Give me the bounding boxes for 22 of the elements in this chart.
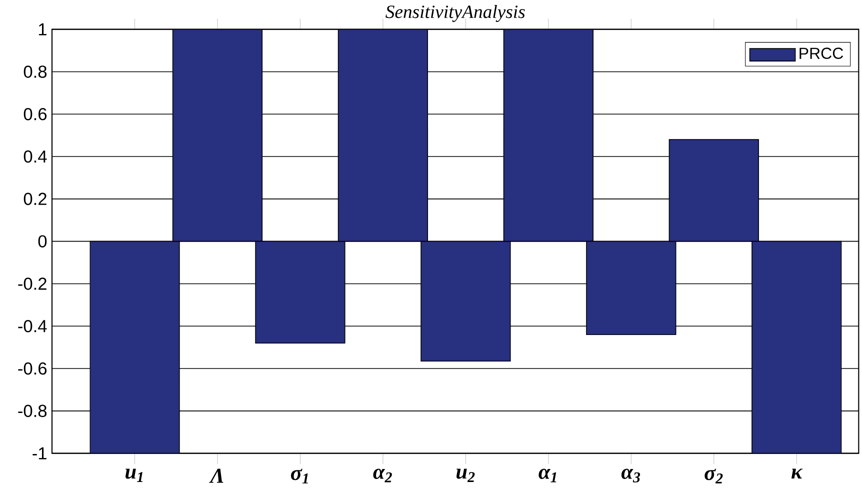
y-tick-label: 1 — [38, 23, 46, 36]
y-tick-label: -0.2 — [18, 278, 46, 290]
chart-title: SensitivityAnalysis — [386, 4, 525, 22]
y-tick-label: 0.8 — [24, 66, 47, 78]
y-tick-label: -0.6 — [18, 362, 47, 375]
x-tick-label: u$_{1}$ — [126, 468, 143, 482]
y-tick-label: -0.8 — [18, 404, 47, 418]
x-tick-label: α$_{1}$ — [538, 468, 556, 482]
y-tick-label: 0.4 — [24, 150, 47, 163]
x-tick-label: u$_{2}$ — [456, 468, 475, 482]
legend-label: PRCC — [800, 48, 844, 59]
y-tick-label: -1 — [32, 447, 46, 460]
y-tick-label: 0.2 — [24, 192, 46, 206]
x-tick-label: Λ — [209, 468, 224, 483]
y-tick-label: 0.6 — [24, 108, 47, 120]
x-tick-label: α$_{2}$ — [373, 468, 392, 482]
x-tick-label: σ$_{1}$ — [291, 468, 308, 484]
x-tick-label: α$_{3}$ — [621, 468, 640, 482]
x-tick-label: σ$_{2}$ — [704, 468, 723, 484]
y-tick-label: -0.4 — [18, 320, 47, 332]
y-tick-label: 0 — [38, 235, 47, 248]
x-tick-label: κ — [791, 468, 803, 479]
